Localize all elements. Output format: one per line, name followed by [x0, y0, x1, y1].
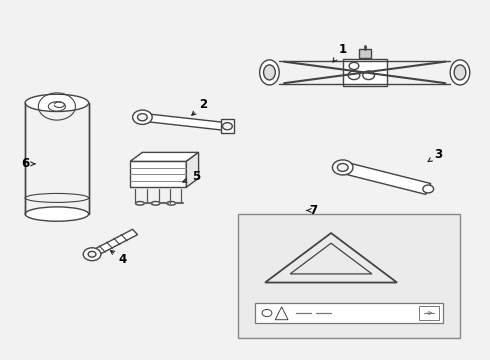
- Polygon shape: [93, 229, 138, 256]
- Circle shape: [133, 110, 152, 125]
- Circle shape: [138, 114, 147, 121]
- Text: 3: 3: [428, 148, 442, 162]
- Text: 5: 5: [183, 170, 200, 183]
- Ellipse shape: [25, 94, 89, 112]
- Ellipse shape: [25, 207, 89, 221]
- Circle shape: [363, 71, 374, 80]
- Bar: [238, 214, 460, 338]
- Text: 2: 2: [192, 98, 208, 115]
- Text: 1: 1: [333, 42, 347, 62]
- Ellipse shape: [167, 202, 175, 205]
- Ellipse shape: [136, 202, 145, 205]
- Polygon shape: [130, 152, 198, 161]
- Text: 6: 6: [21, 157, 35, 170]
- Circle shape: [262, 310, 272, 317]
- Ellipse shape: [332, 160, 353, 175]
- Circle shape: [348, 71, 360, 80]
- Polygon shape: [340, 162, 431, 194]
- Bar: [343, 59, 387, 86]
- Bar: [255, 303, 443, 323]
- Bar: [130, 161, 186, 187]
- Ellipse shape: [450, 60, 470, 85]
- Bar: [220, 119, 234, 134]
- Polygon shape: [265, 233, 397, 283]
- Circle shape: [222, 123, 232, 130]
- Bar: [359, 49, 370, 58]
- Circle shape: [349, 62, 359, 69]
- Text: 7: 7: [307, 204, 318, 217]
- Ellipse shape: [151, 202, 160, 205]
- Polygon shape: [290, 243, 372, 274]
- Polygon shape: [143, 113, 223, 130]
- Circle shape: [88, 251, 96, 257]
- Polygon shape: [186, 152, 198, 187]
- Ellipse shape: [454, 65, 466, 80]
- Ellipse shape: [337, 163, 348, 171]
- Bar: [419, 306, 439, 320]
- Circle shape: [83, 248, 101, 261]
- Ellipse shape: [423, 185, 434, 193]
- Ellipse shape: [264, 65, 275, 80]
- Ellipse shape: [260, 60, 279, 85]
- Text: 4: 4: [110, 251, 127, 266]
